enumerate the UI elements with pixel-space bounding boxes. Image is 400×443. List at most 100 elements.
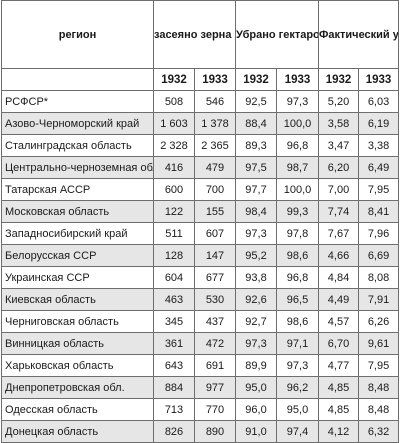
- yield-1932-cell: 4,66: [318, 244, 360, 267]
- sown-1932-cell: 128: [153, 244, 195, 267]
- sown-1933-cell: 700: [194, 178, 236, 201]
- sown-1933-cell: 530: [194, 288, 236, 311]
- table-row: Западносибирский край 511 607 97,3 97,8 7,67 7…: [1, 222, 400, 245]
- region-cell: Азово-Черноморский край: [1, 112, 154, 135]
- harvested-1933-cell: 99,3: [275, 200, 320, 223]
- harvested-1932-cell: 97,7: [235, 178, 277, 201]
- harvested-1933-cell: 96,8: [275, 134, 320, 157]
- yield-1933-cell: 6,03: [358, 90, 400, 113]
- sown-1933-cell: 479: [194, 156, 236, 179]
- year-header: 1933: [275, 68, 320, 91]
- table-row: Татарская АССР 600 700 97,7 100,0 7,00 7,95: [1, 178, 400, 201]
- region-cell: РСФСР*: [1, 90, 154, 113]
- sown-1933-cell: 472: [194, 332, 236, 355]
- sown-1933-cell: 977: [194, 376, 236, 399]
- year-header: 1933: [194, 68, 236, 91]
- harvested-1932-cell: 93,8: [235, 266, 277, 289]
- harvested-1932-cell: 92,5: [235, 90, 277, 113]
- harvested-1933-cell: 96,5: [275, 288, 320, 311]
- table-row: Киевская область 463 530 92,6 96,5 4,49 7,91: [1, 288, 400, 311]
- yield-1933-cell: 7,96: [358, 222, 400, 245]
- harvested-1932-cell: 95,2: [235, 244, 277, 267]
- harvested-1933-cell: 98,6: [275, 310, 320, 333]
- region-cell: Московская область: [1, 200, 154, 223]
- yield-1933-cell: 6,19: [358, 112, 400, 135]
- yield-1932-cell: 4,57: [318, 310, 360, 333]
- sown-1933-cell: 437: [194, 310, 236, 333]
- harvested-1933-cell: 97,8: [275, 222, 320, 245]
- year-header: 1932: [318, 68, 360, 91]
- yield-1932-cell: 6,20: [318, 156, 360, 179]
- region-cell: Черниговская область: [1, 310, 154, 333]
- sown-1932-cell: 361: [153, 332, 195, 355]
- yield-1933-cell: 6,26: [358, 310, 400, 333]
- table-row: Московская область 122 155 98,4 99,3 7,74 8,41: [1, 200, 400, 223]
- table-row: Винницкая область 361 472 97,3 97,1 6,70 9,61: [1, 332, 400, 355]
- yield-1932-cell: 4,85: [318, 376, 360, 399]
- region-cell: Одесская область: [1, 398, 154, 421]
- harvested-1932-cell: 91,0: [235, 420, 277, 443]
- table-row: Днепропетровская обл. 884 977 95,0 96,2 4,85 8…: [1, 376, 400, 399]
- region-cell: Сталинградская область: [1, 134, 154, 157]
- harvested-1933-cell: 97,3: [275, 354, 320, 377]
- harvested-1932-cell: 98,4: [235, 200, 277, 223]
- table-body: РСФСР* 508 546 92,5 97,3 5,20 6,03 Азово-Черном…: [1, 90, 400, 443]
- region-cell: Белорусская ССР: [1, 244, 154, 267]
- sown-1932-cell: 600: [153, 178, 195, 201]
- sown-1933-cell: 1 378: [194, 112, 236, 135]
- harvested-1933-cell: 95,0: [275, 398, 320, 421]
- sown-1932-cell: 713: [153, 398, 195, 421]
- sown-1933-cell: 2 365: [194, 134, 236, 157]
- region-cell: Татарская АССР: [1, 178, 154, 201]
- region-cell: Центрально-черноземная область: [1, 156, 154, 179]
- yield-1932-cell: 4,85: [318, 398, 360, 421]
- harvested-1933-cell: 97,4: [275, 420, 320, 443]
- table-row: Азово-Черноморский край 1 603 1 378 88,4 100…: [1, 112, 400, 135]
- harvested-1933-cell: 98,7: [275, 156, 320, 179]
- table-row: Украинская ССР 604 677 93,8 96,8 4,84 8,08: [1, 266, 400, 289]
- harvested-1933-cell: 98,6: [275, 244, 320, 267]
- sown-1932-cell: 826: [153, 420, 195, 443]
- year-header: 1933: [358, 68, 400, 91]
- harvested-1932-cell: 89,9: [235, 354, 277, 377]
- harvested-1932-cell: 92,7: [235, 310, 277, 333]
- region-cell: Западносибирский край: [1, 222, 154, 245]
- yield-1932-cell: 3,47: [318, 134, 360, 157]
- region-cell: Днепропетровская обл.: [1, 376, 154, 399]
- header-harvested: Убрано гектаров в % от засеян-ной площад…: [234, 0, 320, 69]
- harvested-1933-cell: 100,0: [275, 178, 320, 201]
- sown-1932-cell: 884: [153, 376, 195, 399]
- table-row: Центрально-черноземная область41647997,5…: [1, 156, 400, 179]
- sown-1933-cell: 691: [194, 354, 236, 377]
- harvested-1932-cell: 97,3: [235, 332, 277, 355]
- sown-1932-cell: 345: [153, 310, 195, 333]
- table-row: Сталинградская область 2 328 2 365 89,3 96,8…: [1, 134, 400, 157]
- table-row: Черниговская область 345 437 92,7 98,6 4,57 6,…: [1, 310, 400, 333]
- harvested-1933-cell: 97,3: [275, 90, 320, 113]
- sown-1933-cell: 147: [194, 244, 236, 267]
- table-row: Харьковская область 643 691 89,9 97,3 4,77 7,9…: [1, 354, 400, 377]
- sown-1933-cell: 155: [194, 200, 236, 223]
- sown-1933-cell: 546: [194, 90, 236, 113]
- sown-1933-cell: 770: [194, 398, 236, 421]
- table-row: Одесская область 713 770 96,0 95,0 4,85 8,48: [1, 398, 400, 421]
- harvested-1932-cell: 89,3: [235, 134, 277, 157]
- harvested-1932-cell: 88,4: [235, 112, 277, 135]
- header-sown: засеяно зерна колхозами (гектаров): [153, 0, 236, 69]
- sown-1932-cell: 2 328: [153, 134, 195, 157]
- region-cell: Винницкая область: [1, 332, 154, 355]
- header-region-spacer: [1, 68, 154, 91]
- yield-1932-cell: 7,67: [318, 222, 360, 245]
- header-region: регион: [1, 0, 154, 69]
- harvested-1932-cell: 92,6: [235, 288, 277, 311]
- sown-1932-cell: 508: [153, 90, 195, 113]
- yield-1932-cell: 5,20: [318, 90, 360, 113]
- yield-1932-cell: 6,70: [318, 332, 360, 355]
- yield-1933-cell: 8,41: [358, 200, 400, 223]
- yield-1933-cell: 6,49: [358, 156, 400, 179]
- yield-1933-cell: 8,08: [358, 266, 400, 289]
- harvested-1932-cell: 97,5: [235, 156, 277, 179]
- yield-1933-cell: 7,91: [358, 288, 400, 311]
- sown-1933-cell: 677: [194, 266, 236, 289]
